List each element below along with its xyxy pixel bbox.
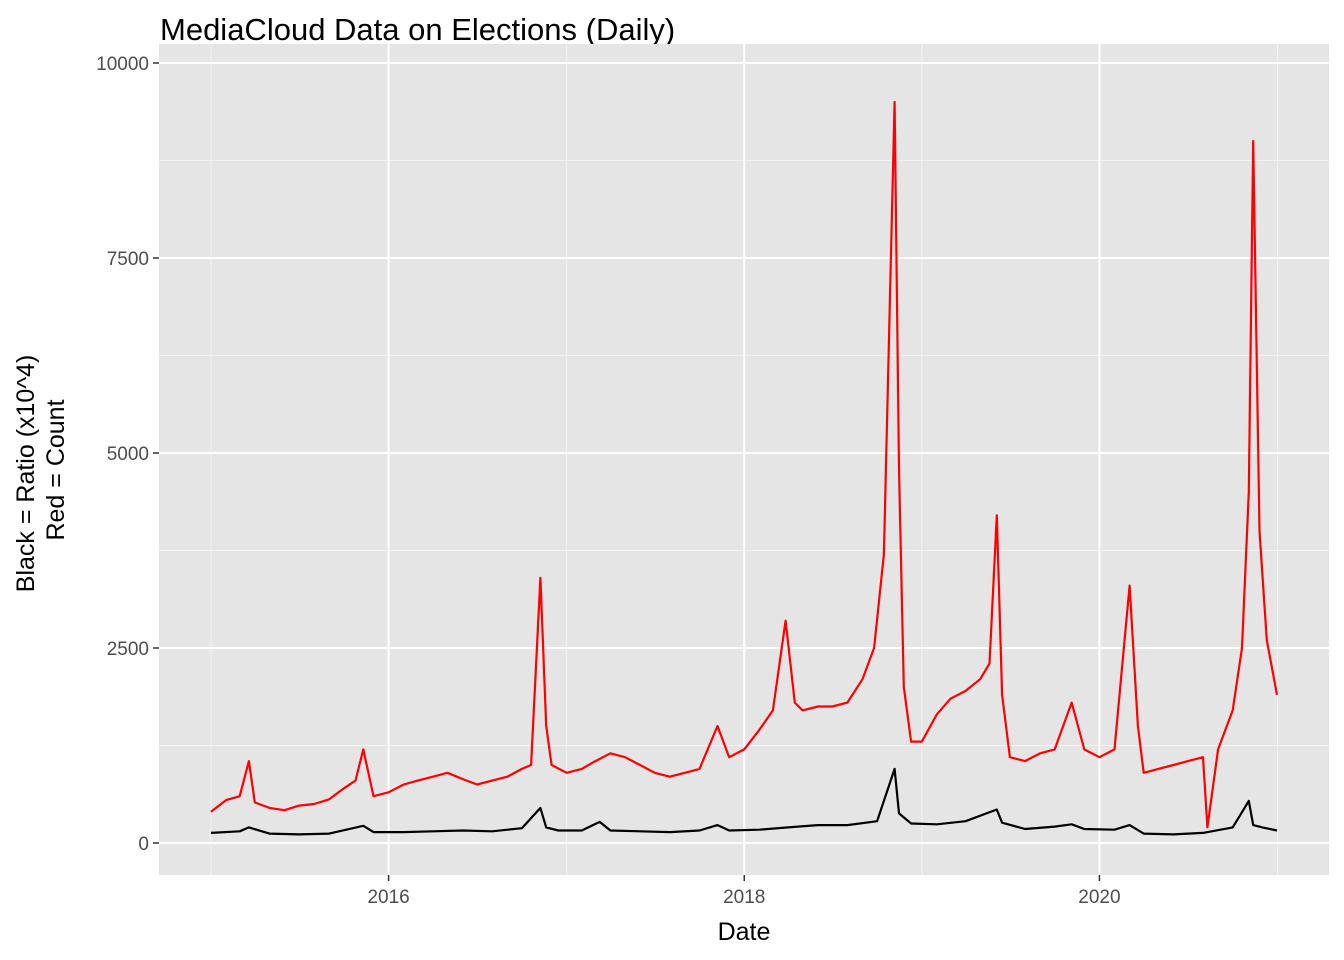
x-tick-label: 2016 xyxy=(367,887,409,908)
y-tick-label: 5000 xyxy=(107,444,149,465)
y-tick-label: 0 xyxy=(138,834,149,855)
x-tick-label: 2020 xyxy=(1078,887,1120,908)
y-tick-label: 10000 xyxy=(96,54,149,75)
y-axis: 0 2500 5000 7500 10000 xyxy=(96,54,159,855)
series-line-ratio xyxy=(210,767,1278,836)
x-axis-title: Date xyxy=(718,918,771,946)
chart-title: MediaCloud Data on Elections (Daily) xyxy=(160,12,675,47)
y-tick-label: 2500 xyxy=(107,639,149,660)
y-axis-title-line-2: Red = Count xyxy=(42,399,70,540)
y-axis-title-line-1: Black = Ratio (x10^4) xyxy=(12,355,40,593)
y-tick-label: 7500 xyxy=(107,249,149,270)
series-layer xyxy=(210,100,1279,836)
x-axis: 2016 2018 2020 xyxy=(367,875,1121,908)
series-line-count xyxy=(210,100,1279,829)
x-tick-label: 2018 xyxy=(723,887,765,908)
y-axis-title: Black = Ratio (x10^4) Red = Count xyxy=(12,348,70,592)
